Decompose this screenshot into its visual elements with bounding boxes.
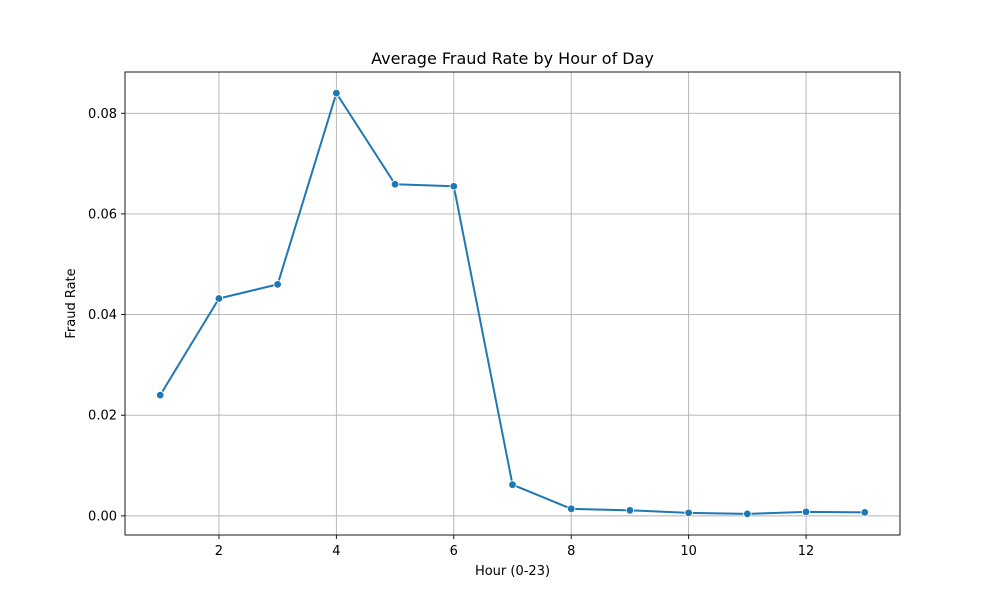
data-point [625,506,635,515]
y-tick-label: 0.00 [88,509,117,524]
tick-layer: 2 4 6 8 10 12 0.00 0.02 0.04 0.06 0.08 [88,107,814,559]
data-point [508,480,517,489]
x-axis-label: Hour (0-23) [475,564,550,579]
plot-frame [124,71,901,536]
data-point [684,508,693,518]
data-point [273,280,282,289]
chart-title: Average Fraud Rate by Hour of Day [371,49,654,68]
y-tick-label: 0.02 [88,409,117,424]
x-tick-label: 12 [798,544,815,559]
data-point [214,294,224,303]
y-axis-label: Fraud Rate [64,268,79,338]
grid-layer [125,72,900,535]
x-tick-label: 6 [450,544,458,559]
data-point [860,508,869,517]
data-point [332,88,341,98]
data-point [567,504,576,514]
x-tick-label: 8 [567,544,575,559]
series-layer [156,88,869,519]
x-tick-label: 4 [332,544,340,559]
data-point [743,509,752,519]
data-point [156,390,165,400]
y-tick-label: 0.04 [88,308,117,323]
y-tick-label: 0.06 [88,207,117,222]
data-point [801,507,811,517]
x-tick-label: 10 [680,544,697,559]
data-point [449,182,458,191]
data-point [390,180,400,189]
x-tick-label: 2 [215,544,223,559]
y-tick-label: 0.08 [88,107,117,122]
